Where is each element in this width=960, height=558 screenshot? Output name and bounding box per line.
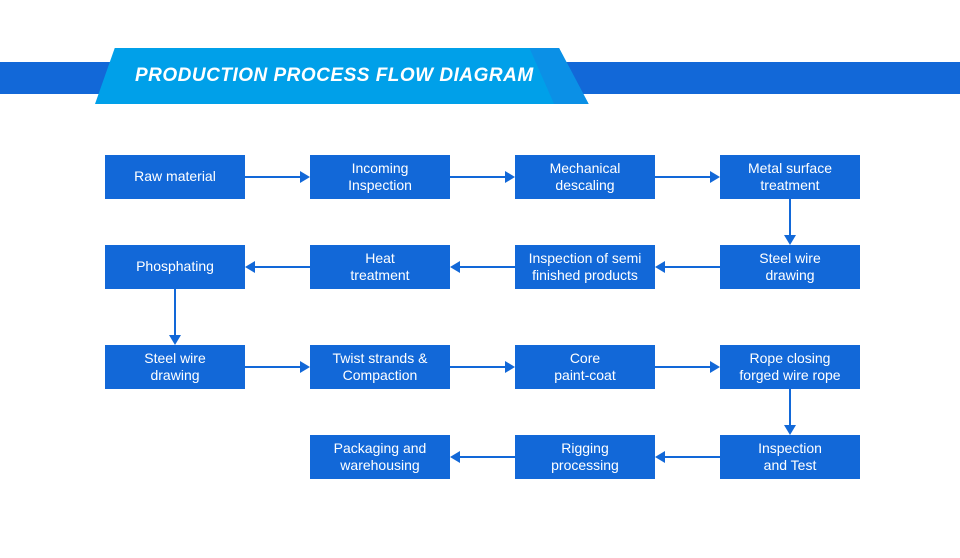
flow-node-label: Riggingprocessing	[551, 440, 619, 475]
flow-node-n14: Riggingprocessing	[515, 435, 655, 479]
flow-node-label: Corepaint-coat	[554, 350, 615, 385]
flow-node-label: Rope closingforged wire rope	[739, 350, 840, 385]
flow-node-label: Raw material	[134, 168, 216, 186]
flow-arrow-n2-n3	[450, 171, 515, 183]
flow-node-n11: Corepaint-coat	[515, 345, 655, 389]
flow-arrow-n3-n4	[655, 171, 720, 183]
flow-node-n9: Steel wiredrawing	[105, 345, 245, 389]
flow-arrow-n11-n12	[655, 361, 720, 373]
flow-node-n4: Metal surfacetreatment	[720, 155, 860, 199]
flow-node-label: Phosphating	[136, 258, 214, 276]
flow-node-label: Steel wiredrawing	[759, 250, 820, 285]
flow-node-label: Mechanicaldescaling	[550, 160, 621, 195]
flow-arrow-n5-n6	[655, 261, 720, 273]
flow-arrow-n1-n2	[245, 171, 310, 183]
flow-node-label: Twist strands &Compaction	[333, 350, 428, 385]
flow-node-label: Heattreatment	[350, 250, 409, 285]
flow-node-label: Packaging andwarehousing	[334, 440, 427, 475]
flow-node-label: Steel wiredrawing	[144, 350, 205, 385]
flow-arrow-n7-n8	[245, 261, 310, 273]
flow-node-n7: Heattreatment	[310, 245, 450, 289]
flow-node-label: Inspection of semifinished products	[529, 250, 642, 285]
flow-arrow-n14-n15	[450, 451, 515, 463]
flow-node-n15: Packaging andwarehousing	[310, 435, 450, 479]
flow-arrow-n12-n13	[784, 389, 796, 435]
flow-node-n2: IncomingInspection	[310, 155, 450, 199]
flow-node-n6: Inspection of semifinished products	[515, 245, 655, 289]
flow-node-n10: Twist strands &Compaction	[310, 345, 450, 389]
flow-arrow-n13-n14	[655, 451, 720, 463]
flow-node-n5: Steel wiredrawing	[720, 245, 860, 289]
flow-arrow-n4-n5	[784, 199, 796, 245]
title-ribbon: PRODUCTION PROCESS FLOW DIAGRAM	[95, 48, 589, 104]
flow-node-n8: Phosphating	[105, 245, 245, 289]
flow-arrow-n10-n11	[450, 361, 515, 373]
flow-arrow-n9-n10	[245, 361, 310, 373]
flow-node-label: Metal surfacetreatment	[748, 160, 832, 195]
flow-node-label: IncomingInspection	[348, 160, 412, 195]
flow-arrow-n6-n7	[450, 261, 515, 273]
flowchart-canvas: Raw material IncomingInspection Mechanical…	[0, 140, 960, 558]
flow-node-n12: Rope closingforged wire rope	[720, 345, 860, 389]
flow-node-n3: Mechanicaldescaling	[515, 155, 655, 199]
flow-node-n1: Raw material	[105, 155, 245, 199]
flow-arrow-n8-n9	[169, 289, 181, 345]
flow-node-label: Inspectionand Test	[758, 440, 822, 475]
flow-node-n13: Inspectionand Test	[720, 435, 860, 479]
page-title: PRODUCTION PROCESS FLOW DIAGRAM	[95, 65, 589, 87]
